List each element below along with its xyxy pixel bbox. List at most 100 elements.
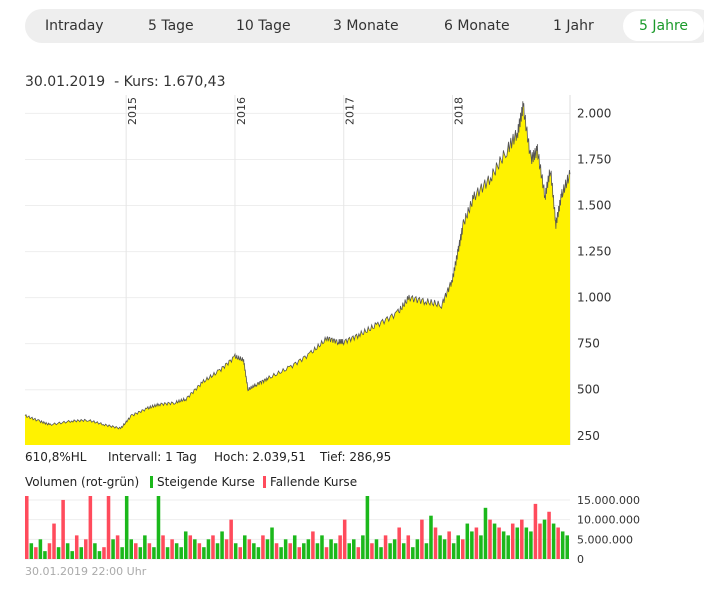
x-tick-label: 2018	[453, 97, 466, 125]
price-header: 30.01.2019 - Kurs: 1.670,43	[25, 74, 226, 90]
tab-3-monate[interactable]: 3 Monate	[333, 18, 399, 34]
volume-bar	[243, 535, 247, 559]
volume-bar	[224, 539, 229, 559]
volume-bar	[274, 543, 279, 559]
volume-bar	[74, 535, 79, 559]
volume-bar	[551, 523, 556, 559]
volume-bar	[302, 543, 306, 559]
volume-bar	[556, 527, 560, 559]
volume-tick-label: 10.000.000	[577, 514, 640, 527]
volume-bar	[120, 547, 124, 559]
y-tick-label: 1.250	[577, 245, 611, 259]
volume-bar	[156, 496, 161, 559]
volume-bar	[465, 523, 470, 559]
x-tick-label: 2015	[126, 97, 139, 125]
volume-bar	[79, 547, 84, 559]
volume-bar	[161, 535, 165, 559]
legend-up: Steigende Kurse	[150, 475, 255, 489]
volume-bar	[338, 535, 342, 559]
volume-bar	[279, 547, 283, 559]
volume-bar	[383, 535, 388, 559]
volume-bar	[106, 496, 111, 559]
volume-bar	[488, 519, 492, 559]
y-tick-label: 1.500	[577, 199, 611, 213]
volume-bar	[47, 543, 52, 559]
volume-bar	[379, 547, 383, 559]
volume-bar	[324, 547, 329, 559]
volume-tick-label: 5.000.000	[577, 533, 633, 546]
volume-bar	[470, 531, 474, 559]
volume-bar	[283, 539, 288, 559]
tab-10-tage[interactable]: 10 Tage	[236, 18, 291, 34]
volume-bar	[174, 543, 179, 559]
volume-bar	[320, 535, 324, 559]
volume-bar	[61, 499, 65, 559]
volume-bar	[483, 507, 488, 559]
tab-5-jahre[interactable]: 5 Jahre	[623, 11, 704, 41]
price-area	[25, 101, 570, 446]
y-tick-label: 1.750	[577, 152, 611, 166]
volume-bar	[397, 527, 401, 559]
x-tick-label: 2016	[235, 97, 248, 125]
volume-bar	[529, 531, 533, 559]
volume-bar	[29, 543, 34, 559]
volume-bar	[315, 543, 320, 559]
price-chart: 250 500 750 1.000 1.250 1.500 1.750 2.000 2015 20…	[24, 95, 611, 446]
volume-bar	[88, 496, 93, 559]
volume-bar	[165, 547, 170, 559]
volume-bar	[265, 539, 270, 559]
volume-bar	[542, 519, 547, 559]
tab-5-tage[interactable]: 5 Tage	[148, 18, 194, 34]
volume-bar	[411, 547, 415, 559]
volume-bar	[115, 535, 120, 559]
volume-bar	[102, 547, 106, 559]
legend-down: Fallende Kurse	[263, 475, 357, 489]
volume-bar	[152, 547, 156, 559]
legend-down-label: Fallende Kurse	[270, 475, 358, 489]
volume-bar	[124, 496, 129, 559]
volume-bar	[143, 535, 147, 559]
volume-bar	[347, 543, 351, 559]
volume-bar	[147, 543, 152, 559]
price-value: - Kurs: 1.670,43	[114, 74, 226, 90]
period-tabs: Intraday 5 Tage 10 Tage 3 Monate 6 Monat…	[25, 9, 704, 43]
volume-bar	[193, 539, 197, 559]
volume-bar	[510, 523, 515, 559]
volume-bar	[565, 535, 569, 559]
y-tick-label: 250	[577, 429, 600, 443]
tab-6-monate[interactable]: 6 Monate	[444, 18, 510, 34]
volume-bar	[247, 539, 252, 559]
volume-bar	[456, 535, 460, 559]
volume-bar	[524, 527, 529, 559]
y-tick-label: 1.000	[577, 291, 611, 305]
volume-bar	[406, 535, 411, 559]
volume-bar	[429, 515, 433, 559]
volume-bar	[97, 551, 102, 559]
volume-bar	[197, 543, 202, 559]
volume-bar	[442, 539, 447, 559]
legend-up-swatch	[150, 476, 153, 488]
volume-bar	[506, 535, 510, 559]
volume-bar	[238, 547, 242, 559]
volume-bar	[420, 519, 424, 559]
stat-intervall: Intervall: 1 Tag	[108, 450, 197, 464]
y-tick-label: 2.000	[577, 106, 611, 120]
volume-bar	[461, 539, 465, 559]
volume-bar	[474, 527, 479, 559]
volume-bar	[170, 539, 174, 559]
tab-1-jahr[interactable]: 1 Jahr	[553, 18, 594, 34]
volume-bar	[56, 547, 61, 559]
y-tick-label: 500	[577, 383, 600, 397]
tab-intraday[interactable]: Intraday	[45, 18, 104, 34]
stat-hl: 610,8%HL	[25, 450, 87, 464]
volume-bar	[520, 519, 524, 559]
volume-bar	[211, 535, 215, 559]
volume-bar	[183, 531, 188, 559]
volume-chart: 15.000.000 10.000.000 5.000.000 0	[25, 494, 640, 564]
volume-bar	[361, 535, 365, 559]
volume-bar	[43, 551, 47, 559]
volume-bar	[560, 531, 565, 559]
volume-bar	[401, 543, 406, 559]
volume-bar	[297, 547, 302, 559]
volume-bar	[52, 523, 56, 559]
